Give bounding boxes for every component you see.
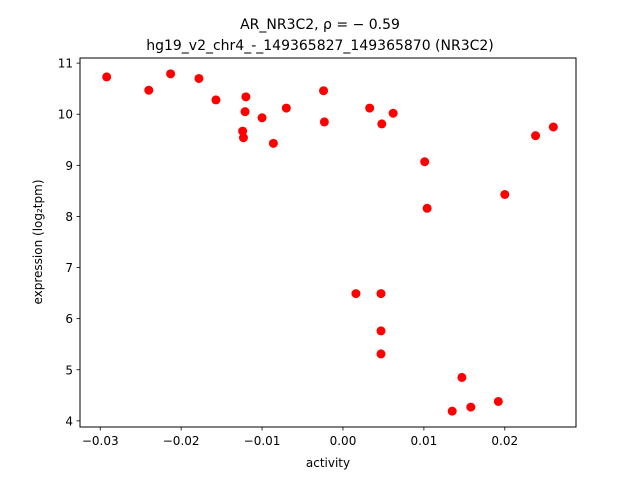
data-point	[531, 131, 541, 141]
data-point	[166, 69, 176, 79]
y-tick-label: 4	[65, 414, 73, 428]
data-point	[281, 103, 291, 113]
y-axis-ticks: 4 5 6 7 8 9 10 11	[58, 57, 80, 428]
data-point	[365, 103, 375, 113]
y-tick-label: 5	[65, 363, 73, 377]
chart-title-line1: AR_NR3C2, ρ = − 0.59	[240, 17, 400, 33]
data-point	[548, 122, 558, 132]
y-axis-label: expression (log₂tpm)	[31, 179, 45, 304]
data-point	[420, 157, 430, 167]
x-axis-ticks: −0.03 −0.02 −0.01 0.00 0.01 0.02	[82, 427, 518, 448]
data-point	[377, 119, 387, 129]
plot-frame	[79, 57, 577, 428]
data-point	[238, 133, 248, 143]
data-point	[194, 73, 204, 83]
data-point	[241, 92, 251, 102]
data-point	[351, 289, 361, 299]
data-point	[319, 117, 329, 127]
data-point	[466, 402, 476, 412]
data-point	[388, 108, 398, 118]
data-point	[500, 189, 510, 199]
x-tick-label: 0.01	[411, 434, 438, 448]
data-point	[457, 372, 467, 382]
y-tick-label: 11	[58, 57, 73, 71]
data-point	[447, 406, 457, 416]
data-point	[102, 72, 112, 82]
data-point	[376, 326, 386, 336]
data-point	[211, 95, 221, 105]
y-tick-label: 7	[65, 261, 73, 275]
x-tick-label: 0.00	[330, 434, 357, 448]
x-tick-label: 0.02	[491, 434, 518, 448]
data-point	[319, 86, 329, 96]
y-tick-label: 8	[65, 210, 73, 224]
y-tick-label: 10	[58, 108, 73, 122]
x-tick-label: −0.01	[244, 434, 281, 448]
data-point	[238, 126, 248, 136]
x-tick-label: −0.02	[163, 434, 200, 448]
data-point	[493, 396, 503, 406]
y-tick-label: 6	[65, 312, 73, 326]
y-tick-label: 9	[65, 159, 73, 173]
data-point	[422, 203, 432, 213]
data-point	[144, 85, 154, 95]
chart-title-line2: hg19_v2_chr4_-_149365827_149365870 (NR3C…	[146, 38, 494, 54]
data-point	[376, 289, 386, 299]
data-points	[102, 69, 558, 416]
data-point	[257, 113, 267, 123]
x-tick-label: −0.03	[82, 434, 119, 448]
x-axis-label: activity	[306, 456, 350, 470]
data-point	[240, 107, 250, 117]
data-point	[376, 349, 386, 359]
data-point	[268, 138, 278, 148]
